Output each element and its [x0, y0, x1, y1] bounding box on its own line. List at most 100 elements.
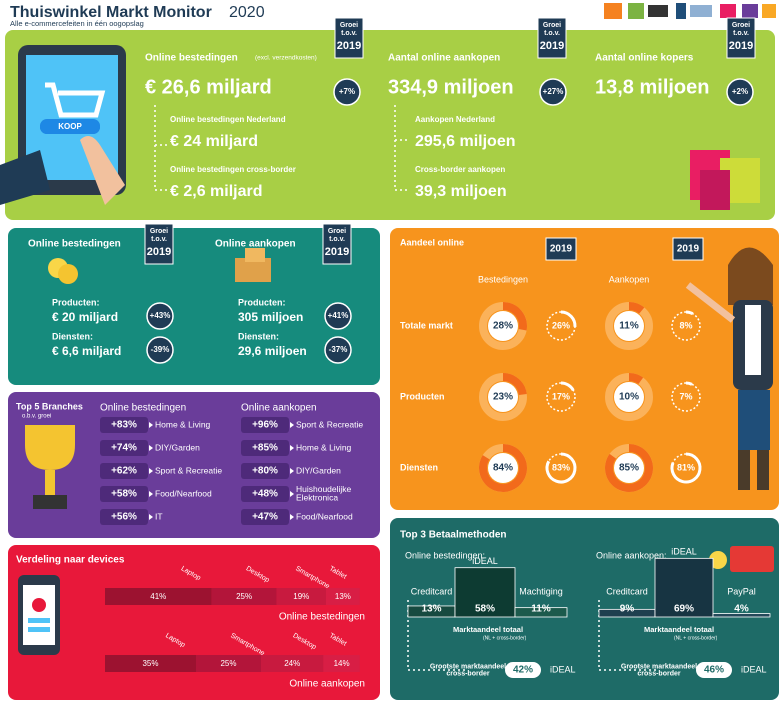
device-value: 24% — [284, 659, 300, 668]
branch-label: Home & Living — [296, 442, 352, 452]
growth-pill — [100, 486, 148, 502]
growth-pill — [100, 440, 148, 456]
arrow — [149, 514, 153, 520]
growth-badge — [537, 17, 567, 59]
donut-center — [614, 453, 644, 483]
arrow — [290, 491, 294, 497]
logos — [604, 3, 776, 19]
donut-arc — [628, 302, 645, 314]
payment-value: 58% — [475, 604, 495, 615]
donut-label: 23% — [493, 392, 513, 403]
arrow — [290, 468, 294, 474]
metric-label: Aantal online kopers — [595, 53, 694, 64]
growth-pill — [100, 509, 148, 525]
donut-arc — [502, 373, 527, 396]
arrow — [149, 491, 153, 497]
growth-value: -39% — [151, 345, 170, 354]
badge-text: t.o.v. — [733, 30, 749, 37]
growth-circle — [146, 336, 174, 364]
donut-label: 84% — [493, 463, 513, 474]
year-badge — [545, 237, 577, 261]
payment-bar — [654, 557, 714, 618]
buy-button — [40, 119, 100, 134]
growth-value: +7% — [339, 87, 355, 96]
growth-circle — [324, 302, 352, 330]
split-label: Online bestedingen — [28, 239, 121, 250]
arrow — [149, 445, 153, 451]
donut-arc — [628, 373, 644, 385]
growth-badge — [144, 223, 174, 265]
devices-bar-label: Online aankopen — [289, 679, 365, 690]
branch-growth: +47% — [252, 512, 278, 523]
part-label: Cross-border aankopen — [415, 165, 505, 174]
growth-value: +27% — [543, 87, 564, 96]
payment-name: PayPal — [727, 586, 756, 596]
branch-growth: +96% — [252, 420, 278, 431]
growth-circle — [146, 302, 174, 330]
panel-split — [8, 228, 380, 385]
device-segment — [196, 655, 261, 672]
badge-year: 2019 — [325, 246, 349, 258]
connectors — [154, 105, 659, 671]
badge-text: t.o.v. — [329, 236, 345, 243]
badge-year: 2019 — [337, 40, 361, 52]
cross-border-label: Grootste marktaandeel cross-border — [430, 663, 506, 677]
device-value: 19% — [293, 592, 309, 601]
badge-year: 2019 — [540, 40, 564, 52]
branch-growth: +83% — [111, 420, 137, 431]
branch-growth: +74% — [111, 443, 137, 454]
part-value: 295,6 miljoen — [415, 133, 516, 150]
donut-arc — [560, 381, 575, 392]
growth-value: +41% — [328, 311, 349, 320]
branch-label: Sport & Recreatie — [155, 465, 222, 475]
donut-arc — [479, 444, 527, 492]
branch-label: DIY/Garden — [296, 465, 341, 475]
badge-text: Groei — [543, 22, 561, 29]
branch-growth: +62% — [111, 466, 137, 477]
split-row-value: € 6,6 miljard — [52, 344, 121, 358]
split-row-value: 29,6 miljoen — [238, 344, 307, 358]
donut-label: 81% — [677, 462, 695, 472]
metric-value: 13,8 miljoen — [595, 76, 710, 98]
branch-growth: +85% — [252, 443, 278, 454]
donut-label: 26% — [552, 320, 570, 330]
device-segment — [211, 588, 277, 605]
badge-text: Groei — [328, 228, 346, 235]
branches-title: Top 5 Branches — [16, 401, 83, 411]
donut-label: 11% — [619, 321, 639, 332]
device-value: 35% — [142, 659, 158, 668]
payments-group-label: Online aankopen: — [596, 550, 667, 560]
split-row-label: Diensten: — [238, 331, 279, 341]
donut-center — [488, 311, 518, 341]
metric-value: 334,9 miljoen — [388, 76, 514, 98]
donut-arc — [605, 444, 653, 492]
branch-growth: +58% — [111, 489, 137, 500]
payment-name: iDEAL — [671, 547, 697, 557]
split-row-value: € 20 miljard — [52, 310, 118, 324]
branch-growth: +48% — [252, 489, 278, 500]
cross-border-value: 42% — [513, 665, 533, 676]
growth-circle — [539, 78, 567, 106]
donut-center — [614, 311, 644, 341]
device-segment — [105, 655, 196, 672]
buy-button-label: KOOP — [58, 122, 82, 131]
payment-bar — [514, 607, 568, 618]
growth-circle — [333, 78, 361, 106]
arrow — [290, 445, 294, 451]
branches-subtitle: o.b.v. groei — [22, 414, 51, 420]
payments-note: Marktaandeel totaal — [453, 625, 523, 634]
donut-label: 10% — [619, 392, 639, 403]
cross-border-method: iDEAL — [550, 664, 576, 674]
year-badge — [672, 237, 704, 261]
device-value: 25% — [220, 659, 236, 668]
payment-bar — [712, 613, 771, 618]
donut-center — [614, 382, 644, 412]
payment-value: 9% — [620, 604, 635, 615]
branch-label: Home & Living — [155, 419, 211, 429]
growth-pill — [241, 486, 289, 502]
devices-title: Verdeling naar devices — [16, 555, 125, 566]
cross-border-value: 46% — [704, 665, 724, 676]
arrow — [290, 514, 294, 520]
panel-share — [390, 228, 779, 510]
payment-value: 13% — [421, 604, 441, 615]
